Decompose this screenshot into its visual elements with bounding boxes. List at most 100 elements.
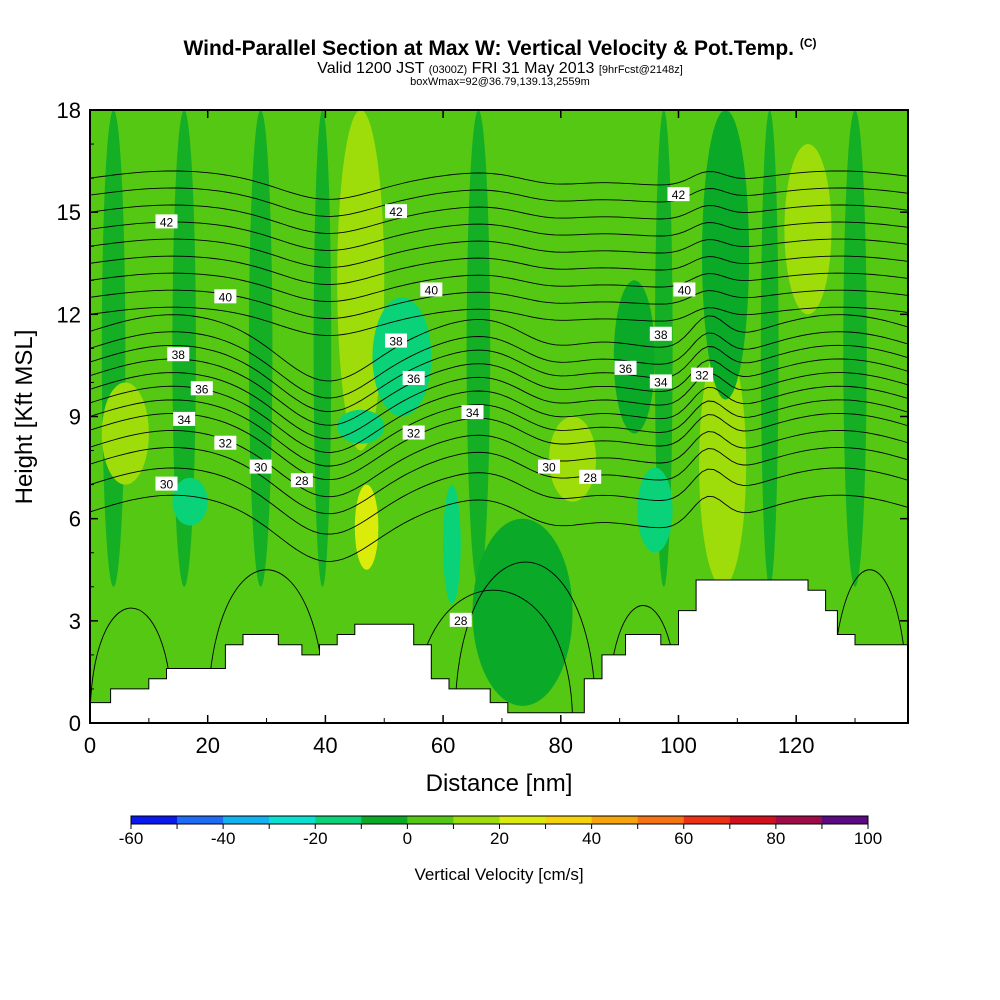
vertical-velocity-field xyxy=(90,110,908,723)
colorbar-swatch xyxy=(821,816,869,824)
y-tick-label: 12 xyxy=(57,302,81,327)
valid-utc: (0300Z) xyxy=(428,64,468,76)
colorbar-swatch xyxy=(131,816,178,824)
theta-contour-line xyxy=(90,372,908,440)
theta-label-box xyxy=(290,473,313,488)
theta-label: 36 xyxy=(195,382,209,396)
x-axis-ticks: 0 20 40 60 80 100 120 xyxy=(84,110,856,758)
colorbar: -60 -40 -20 0 20 40 60 80 100 xyxy=(119,815,882,848)
velocity-cell xyxy=(699,341,747,587)
x-tick-label: 20 xyxy=(195,733,219,758)
field-band xyxy=(466,110,491,587)
velocity-cell xyxy=(472,518,573,706)
theta-label-box xyxy=(167,347,190,362)
theta-label-box xyxy=(385,204,408,219)
colorbar-tick-label: -60 xyxy=(119,829,144,848)
theta-label-box xyxy=(614,360,637,375)
chart-subtitle: Valid 1200 JST (0300Z) FRI 31 May 2013 [… xyxy=(0,60,1000,78)
field-band xyxy=(843,110,867,587)
y-tick-label: 6 xyxy=(69,507,81,532)
theta-label: 32 xyxy=(695,369,709,383)
theta-label-box xyxy=(155,476,178,491)
theta-label: 40 xyxy=(678,283,692,297)
theta-label-box xyxy=(249,459,272,474)
x-tick-label: 60 xyxy=(431,733,455,758)
chart-title: Wind-Parallel Section at Max W: Vertical… xyxy=(0,36,1000,61)
y-tick-label: 18 xyxy=(57,98,81,123)
valid-time: Valid 1200 JST xyxy=(317,60,425,77)
field-band xyxy=(654,110,673,587)
theta-contour-line xyxy=(90,306,908,337)
theta-label: 36 xyxy=(619,362,633,376)
theta-label: 28 xyxy=(454,614,468,628)
theta-label: 28 xyxy=(584,471,598,485)
theta-label-box xyxy=(420,282,443,297)
theta-label: 42 xyxy=(160,215,174,229)
forecast-info: [9hrFcst@2148z] xyxy=(598,64,683,76)
velocity-cell xyxy=(784,144,832,315)
velocity-cell xyxy=(613,280,655,434)
colorbar-swatch xyxy=(729,816,777,824)
theta-label-box xyxy=(691,367,714,382)
theta-contour-line xyxy=(90,385,908,453)
theta-label: 28 xyxy=(295,474,309,488)
theta-label-box xyxy=(449,612,472,627)
velocity-cell xyxy=(337,409,385,444)
theta-label-box xyxy=(461,405,484,420)
colorbar-tick-label: 80 xyxy=(766,829,785,848)
title-text: Wind-Parallel Section at Max W: Vertical… xyxy=(183,37,794,60)
x-tick-label: 40 xyxy=(313,733,337,758)
theta-contour-line xyxy=(90,358,908,426)
x-axis-label: Distance [nm] xyxy=(426,770,573,797)
theta-label-box xyxy=(402,371,425,386)
theta-label: 34 xyxy=(466,406,480,420)
theta-contour-line xyxy=(90,412,908,481)
colorbar-swatch xyxy=(315,816,362,824)
theta-label-box xyxy=(214,435,237,450)
theta-contour-line xyxy=(90,314,908,382)
velocity-cell xyxy=(702,110,750,400)
theta-contour-line xyxy=(90,272,908,302)
colorbar-tick-label: 40 xyxy=(582,829,601,848)
theta-label: 30 xyxy=(254,461,268,475)
theta-contour-line xyxy=(454,561,597,723)
theta-label: 42 xyxy=(389,205,403,219)
velocity-cell xyxy=(637,467,673,553)
theta-label: 40 xyxy=(219,290,233,304)
theta-label: 30 xyxy=(542,461,556,475)
field-band xyxy=(313,110,332,587)
colorbar-swatch xyxy=(453,816,500,824)
colorbar-swatch xyxy=(591,816,639,824)
field-band xyxy=(101,110,126,587)
theta-contour-line xyxy=(90,331,908,399)
colorbar-swatch xyxy=(177,816,224,824)
velocity-cell xyxy=(172,477,208,526)
colorbar-swatch xyxy=(637,816,685,824)
theta-label: 34 xyxy=(177,413,191,427)
theta-label-box xyxy=(649,374,672,389)
colorbar-label: Vertical Velocity [cm/s] xyxy=(414,865,583,884)
theta-contour-line xyxy=(90,467,908,535)
theta-label: 32 xyxy=(407,427,421,441)
theta-label-box xyxy=(667,187,690,202)
theta-label-box xyxy=(673,282,696,297)
theta-label: 38 xyxy=(172,348,186,362)
colorbar-tick-label: 60 xyxy=(674,829,693,848)
valid-date: FRI 31 May 2013 xyxy=(471,60,595,77)
velocity-cell xyxy=(337,110,385,451)
theta-label-box xyxy=(579,469,602,484)
colorbar-swatch xyxy=(683,816,731,824)
theta-label: 36 xyxy=(407,372,421,386)
theta-contour-labels: 42 42 42 40 40 40 38 38 38 36 36 36 34 34 34 32 32 32 30 30… xyxy=(155,187,714,628)
theta-label: 32 xyxy=(219,437,233,451)
theta-contour-line xyxy=(90,255,908,285)
x-tick-label: 0 xyxy=(84,733,96,758)
terrain-mask xyxy=(90,579,908,723)
theta-label: 34 xyxy=(654,375,668,389)
theta-label-box xyxy=(649,326,672,341)
theta-label-box xyxy=(190,381,213,396)
colorbar-tick-label: -20 xyxy=(303,829,328,848)
copyright-mark: (C) xyxy=(799,36,817,50)
